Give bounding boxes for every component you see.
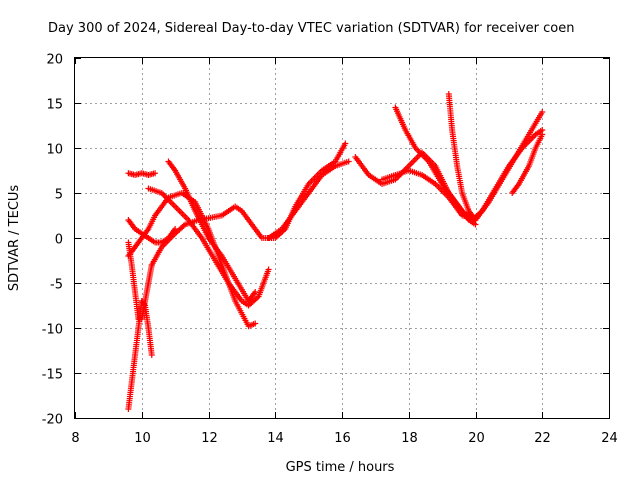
x-tick-label: 8 <box>71 431 79 446</box>
data-point <box>252 320 259 327</box>
series-track-9 <box>265 158 352 241</box>
x-tick-label: 10 <box>134 431 151 446</box>
data-point <box>539 131 546 138</box>
data-point <box>252 289 259 295</box>
series-track-13 <box>445 91 479 223</box>
x-axis-label: GPS time / hours <box>286 460 395 475</box>
y-tick-label: -15 <box>42 368 63 383</box>
series-track-1 <box>125 170 159 178</box>
series-track-14 <box>509 131 546 196</box>
series-track-5 <box>125 298 155 412</box>
data-point <box>539 109 546 115</box>
x-tick-label: 20 <box>468 431 485 446</box>
plot-frame <box>74 57 610 419</box>
grid <box>75 58 609 418</box>
y-tick-label: 5 <box>55 188 63 203</box>
x-tick-label: 22 <box>534 431 551 446</box>
y-tick-label: -5 <box>50 278 63 293</box>
series-track-6 <box>145 185 272 309</box>
data-points <box>125 91 546 412</box>
y-tick-label: 0 <box>55 233 63 248</box>
x-tick-label: 24 <box>601 431 618 446</box>
chart-title: Day 300 of 2024, Sidereal Day-to-day VTE… <box>48 21 574 36</box>
x-tick-label: 16 <box>334 431 351 446</box>
data-point <box>342 140 349 147</box>
data-point <box>265 266 272 273</box>
y-tick-label: -20 <box>42 413 63 428</box>
y-axis-label: SDTVAR / TECUs <box>7 185 22 292</box>
data-point <box>148 352 155 358</box>
x-tick-label: 12 <box>201 431 218 446</box>
y-tick-label: 10 <box>46 143 63 158</box>
data-point <box>472 217 479 223</box>
x-tick-label: 18 <box>401 431 418 446</box>
series-track-11 <box>392 104 479 228</box>
axis-ticks: 8 10 12 14 16 18 20 22 24 -20 -15 -10 -5 0 5 10 15 20 <box>42 53 618 447</box>
y-tick-label: 15 <box>46 98 63 113</box>
data-point <box>345 158 352 165</box>
x-tick-label: 14 <box>267 431 284 446</box>
series-track-8 <box>165 158 259 304</box>
y-tick-label: 20 <box>46 53 63 68</box>
data-point <box>152 170 159 177</box>
y-tick-label: -10 <box>42 323 63 338</box>
series-track-2 <box>125 217 179 246</box>
